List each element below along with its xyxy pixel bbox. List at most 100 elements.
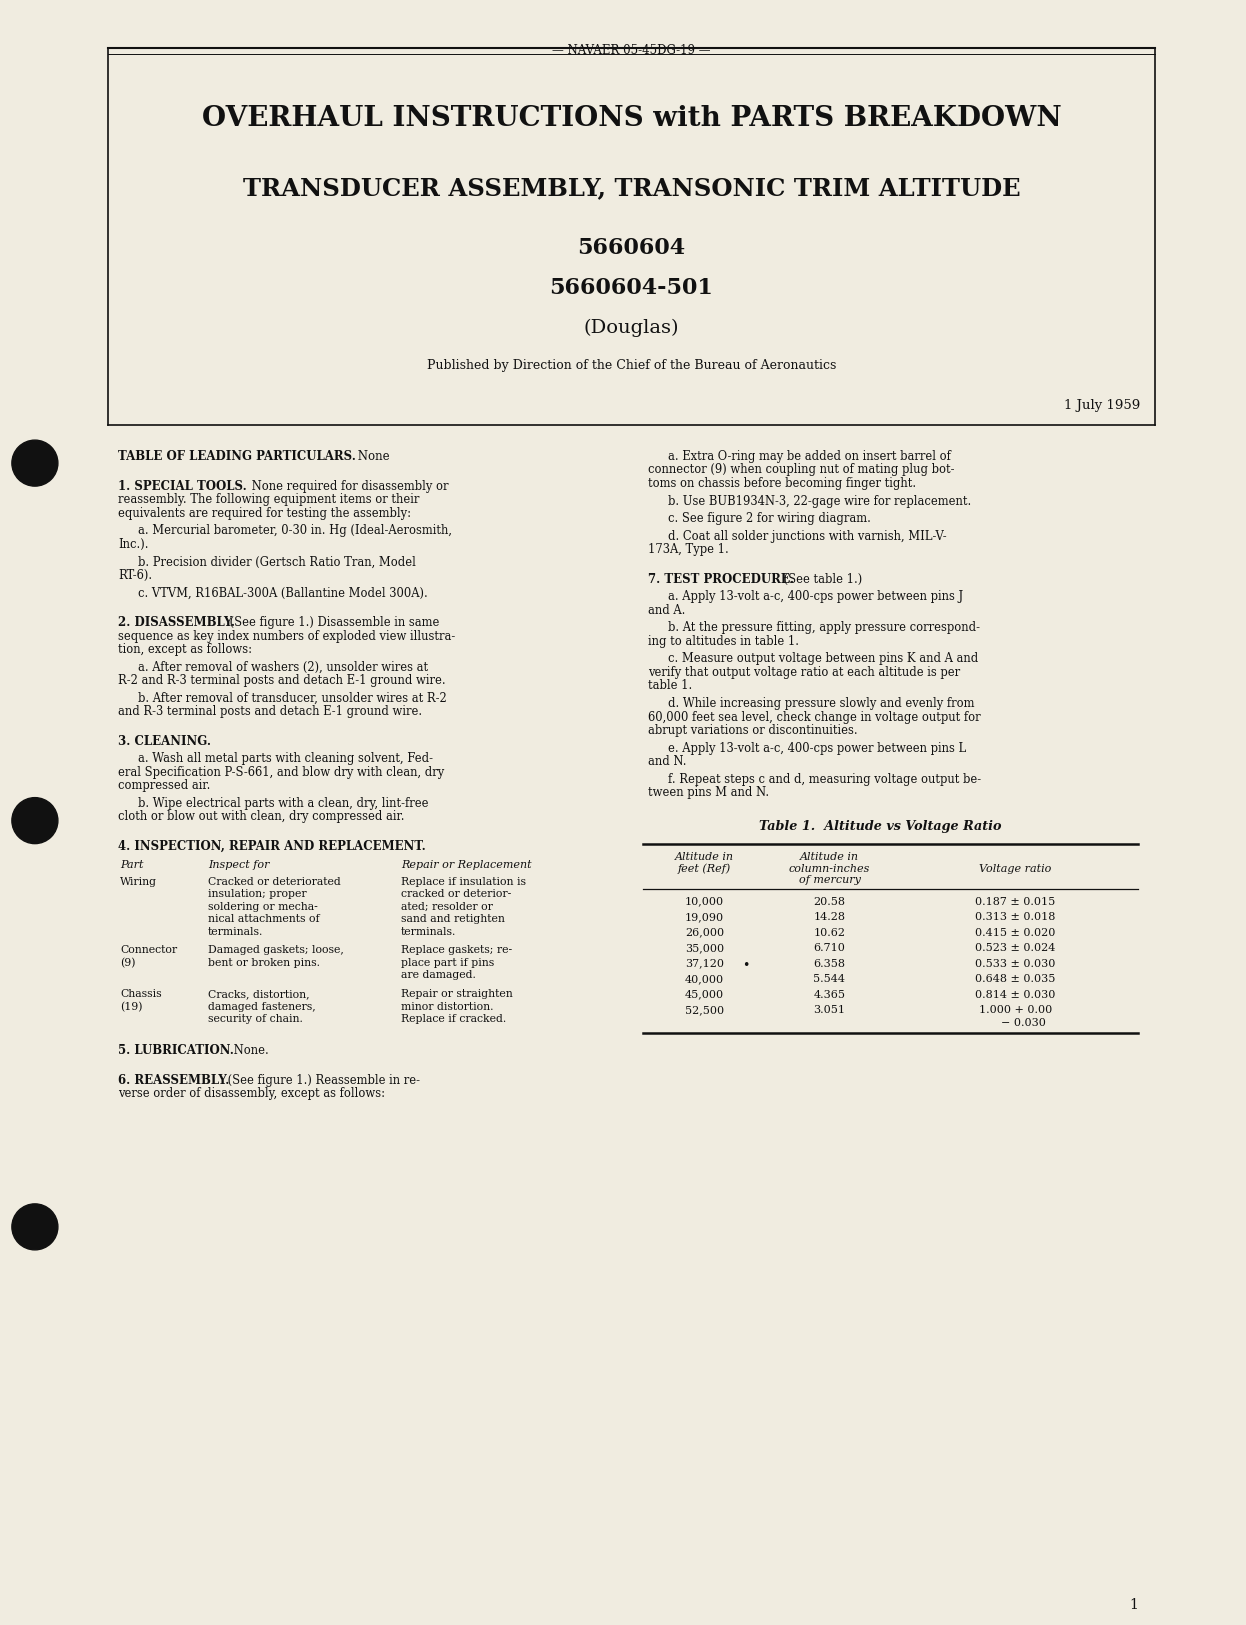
Text: 10,000: 10,000	[685, 897, 724, 907]
Text: sand and retighten: sand and retighten	[401, 915, 505, 925]
Text: 37,120: 37,120	[685, 959, 724, 968]
Text: 1. SPECIAL TOOLS.: 1. SPECIAL TOOLS.	[118, 479, 247, 492]
Text: 52,500: 52,500	[685, 1006, 724, 1016]
Text: TRANSDUCER ASSEMBLY, TRANSONIC TRIM ALTITUDE: TRANSDUCER ASSEMBLY, TRANSONIC TRIM ALTI…	[243, 176, 1020, 200]
Text: and R-3 terminal posts and detach E-1 ground wire.: and R-3 terminal posts and detach E-1 gr…	[118, 705, 422, 718]
Text: None required for disassembly or: None required for disassembly or	[248, 479, 449, 492]
Text: Published by Direction of the Chief of the Bureau of Aeronautics: Published by Direction of the Chief of t…	[427, 359, 836, 372]
Text: c. Measure output voltage between pins K and A and: c. Measure output voltage between pins K…	[668, 653, 978, 666]
Text: 6. REASSEMBLY.: 6. REASSEMBLY.	[118, 1074, 229, 1087]
Text: 10.62: 10.62	[814, 928, 846, 938]
Text: of mercury: of mercury	[799, 876, 861, 886]
Text: 7. TEST PROCEDURE.: 7. TEST PROCEDURE.	[648, 574, 794, 587]
Text: tion, except as follows:: tion, except as follows:	[118, 644, 252, 656]
Text: 14.28: 14.28	[814, 912, 846, 923]
Text: (19): (19)	[120, 1003, 142, 1012]
Text: 45,000: 45,000	[685, 990, 724, 999]
Text: 1: 1	[1129, 1597, 1138, 1612]
Text: Replace if cracked.: Replace if cracked.	[401, 1014, 506, 1024]
Text: Replace gaskets; re-: Replace gaskets; re-	[401, 946, 512, 955]
Circle shape	[12, 1204, 57, 1250]
Text: Chassis: Chassis	[120, 990, 162, 999]
Text: Voltage ratio: Voltage ratio	[979, 864, 1052, 874]
Text: a. Extra O-ring may be added on insert barrel of: a. Extra O-ring may be added on insert b…	[668, 450, 951, 463]
Text: bent or broken pins.: bent or broken pins.	[208, 959, 320, 968]
Text: ated; resolder or: ated; resolder or	[401, 902, 493, 912]
Text: reassembly. The following equipment items or their: reassembly. The following equipment item…	[118, 494, 420, 507]
Text: f. Repeat steps c and d, measuring voltage output be-: f. Repeat steps c and d, measuring volta…	[668, 772, 981, 785]
Text: table 1.: table 1.	[648, 679, 693, 692]
Text: Altitude in: Altitude in	[675, 852, 734, 863]
Text: 0.187 ± 0.015: 0.187 ± 0.015	[976, 897, 1055, 907]
Text: TABLE OF LEADING PARTICULARS.: TABLE OF LEADING PARTICULARS.	[118, 450, 356, 463]
Text: ing to altitudes in table 1.: ing to altitudes in table 1.	[648, 635, 799, 648]
Text: nical attachments of: nical attachments of	[208, 915, 320, 925]
Text: feet (Ref): feet (Ref)	[678, 864, 731, 874]
Text: 6.710: 6.710	[814, 942, 846, 954]
Text: 5660604-501: 5660604-501	[549, 276, 714, 299]
Text: 2. DISASSEMBLY.: 2. DISASSEMBLY.	[118, 616, 235, 629]
Text: cloth or blow out with clean, dry compressed air.: cloth or blow out with clean, dry compre…	[118, 811, 405, 824]
Text: c. VTVM, R16BAL-300A (Ballantine Model 300A).: c. VTVM, R16BAL-300A (Ballantine Model 3…	[138, 587, 427, 600]
Text: None.: None.	[231, 1045, 269, 1058]
Text: 5.544: 5.544	[814, 975, 846, 985]
Text: (See figure 1.) Reassemble in re-: (See figure 1.) Reassemble in re-	[224, 1074, 420, 1087]
Text: — NAVAER 05-45DG-19 —: — NAVAER 05-45DG-19 —	[552, 44, 710, 57]
Text: terminals.: terminals.	[401, 926, 456, 936]
Text: Inspect for: Inspect for	[208, 860, 269, 871]
Text: damaged fasteners,: damaged fasteners,	[208, 1003, 315, 1012]
Text: b. Precision divider (Gertsch Ratio Tran, Model: b. Precision divider (Gertsch Ratio Tran…	[138, 556, 416, 569]
Text: verify that output voltage ratio at each altitude is per: verify that output voltage ratio at each…	[648, 666, 961, 679]
Text: OVERHAUL INSTRUCTIONS with PARTS BREAKDOWN: OVERHAUL INSTRUCTIONS with PARTS BREAKDO…	[202, 104, 1062, 132]
Text: Inc.).: Inc.).	[118, 538, 148, 551]
Text: 0.648 ± 0.035: 0.648 ± 0.035	[976, 975, 1055, 985]
Text: 60,000 feet sea level, check change in voltage output for: 60,000 feet sea level, check change in v…	[648, 710, 981, 723]
Text: a. Mercurial barometer, 0-30 in. Hg (Ideal-Aerosmith,: a. Mercurial barometer, 0-30 in. Hg (Ide…	[138, 525, 452, 538]
Text: security of chain.: security of chain.	[208, 1014, 303, 1024]
Text: RT-6).: RT-6).	[118, 569, 152, 582]
Text: tween pins M and N.: tween pins M and N.	[648, 786, 769, 800]
Text: c. See figure 2 for wiring diagram.: c. See figure 2 for wiring diagram.	[668, 512, 871, 525]
Text: abrupt variations or discontinuities.: abrupt variations or discontinuities.	[648, 725, 857, 738]
Text: place part if pins: place part if pins	[401, 959, 495, 968]
Text: (Douglas): (Douglas)	[583, 318, 679, 336]
Text: R-2 and R-3 terminal posts and detach E-1 ground wire.: R-2 and R-3 terminal posts and detach E-…	[118, 674, 446, 687]
Text: Table 1.  Altitude vs Voltage Ratio: Table 1. Altitude vs Voltage Ratio	[759, 821, 1002, 834]
Text: 0.523 ± 0.024: 0.523 ± 0.024	[976, 942, 1055, 954]
Text: 1.000 + 0.00: 1.000 + 0.00	[979, 1006, 1052, 1016]
Text: 0.415 ± 0.020: 0.415 ± 0.020	[976, 928, 1055, 938]
Text: Altitude in: Altitude in	[800, 852, 858, 863]
Text: Replace if insulation is: Replace if insulation is	[401, 876, 526, 887]
Text: connector (9) when coupling nut of mating plug bot-: connector (9) when coupling nut of matin…	[648, 463, 954, 476]
Text: 40,000: 40,000	[685, 975, 724, 985]
Text: equivalents are required for testing the assembly:: equivalents are required for testing the…	[118, 507, 411, 520]
Text: (See table 1.): (See table 1.)	[780, 574, 862, 587]
Text: Repair or Replacement: Repair or Replacement	[401, 860, 532, 871]
Text: a. Apply 13-volt a-c, 400-cps power between pins J: a. Apply 13-volt a-c, 400-cps power betw…	[668, 590, 963, 603]
Text: eral Specification P-S-661, and blow dry with clean, dry: eral Specification P-S-661, and blow dry…	[118, 765, 445, 778]
Text: 5660604: 5660604	[577, 237, 685, 258]
Text: 0.814 ± 0.030: 0.814 ± 0.030	[976, 990, 1055, 999]
Text: 0.533 ± 0.030: 0.533 ± 0.030	[976, 959, 1055, 968]
Text: 26,000: 26,000	[685, 928, 724, 938]
Text: compressed air.: compressed air.	[118, 780, 211, 793]
Text: d. Coat all solder junctions with varnish, MIL-V-: d. Coat all solder junctions with varnis…	[668, 530, 947, 543]
Text: a. After removal of washers (2), unsolder wires at: a. After removal of washers (2), unsolde…	[138, 661, 429, 674]
Text: b. Use BUB1934N-3, 22-gage wire for replacement.: b. Use BUB1934N-3, 22-gage wire for repl…	[668, 494, 971, 507]
Text: Cracks, distortion,: Cracks, distortion,	[208, 990, 309, 999]
Text: verse order of disassembly, except as follows:: verse order of disassembly, except as fo…	[118, 1087, 385, 1100]
Text: 20.58: 20.58	[814, 897, 846, 907]
Text: Damaged gaskets; loose,: Damaged gaskets; loose,	[208, 946, 344, 955]
Text: b. At the pressure fitting, apply pressure correspond-: b. At the pressure fitting, apply pressu…	[668, 621, 981, 634]
Text: Part: Part	[120, 860, 143, 871]
Text: Cracked or deteriorated: Cracked or deteriorated	[208, 876, 340, 887]
Text: column-inches: column-inches	[789, 864, 870, 874]
Text: d. While increasing pressure slowly and evenly from: d. While increasing pressure slowly and …	[668, 697, 974, 710]
Text: 4.365: 4.365	[814, 990, 846, 999]
Text: are damaged.: are damaged.	[401, 970, 476, 980]
Text: 6.358: 6.358	[814, 959, 846, 968]
Text: Repair or straighten: Repair or straighten	[401, 990, 513, 999]
Text: sequence as key index numbers of exploded view illustra-: sequence as key index numbers of explode…	[118, 629, 455, 642]
Text: e. Apply 13-volt a-c, 400-cps power between pins L: e. Apply 13-volt a-c, 400-cps power betw…	[668, 741, 966, 754]
Text: and N.: and N.	[648, 756, 687, 769]
